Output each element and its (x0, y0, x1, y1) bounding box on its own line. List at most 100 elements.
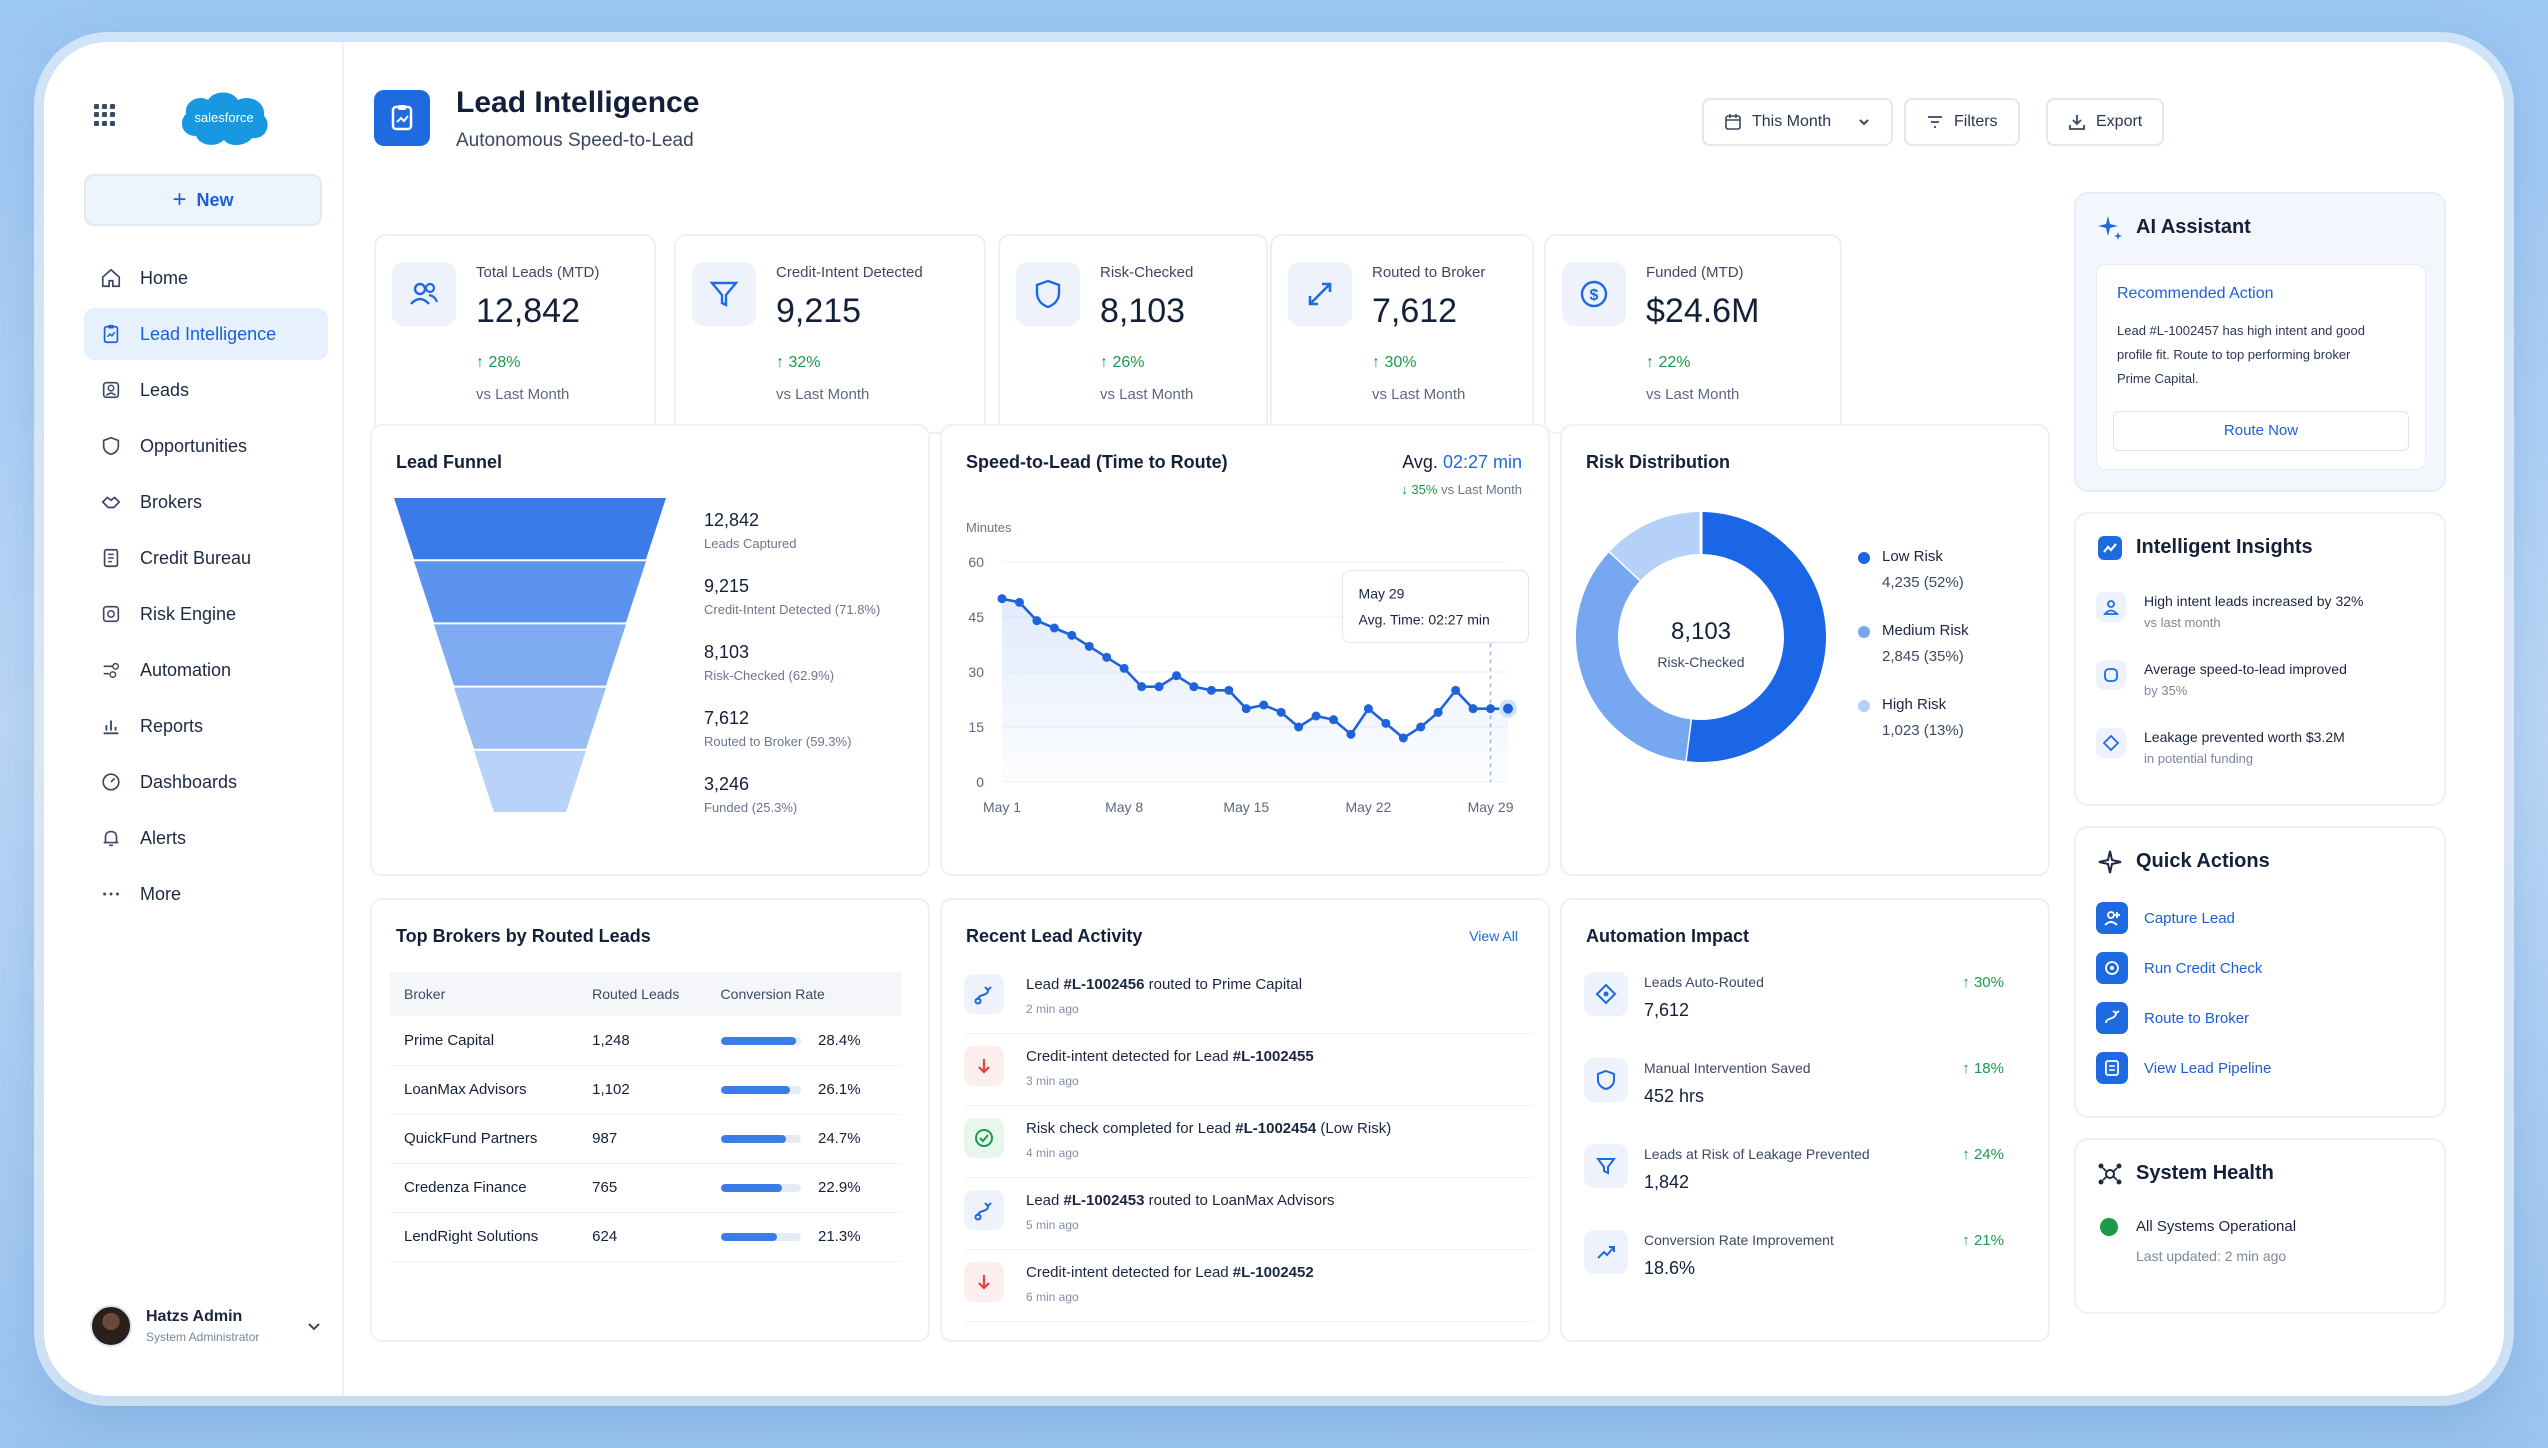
sidebar-item-credit-bureau[interactable]: Credit Bureau (84, 532, 328, 584)
table-row[interactable]: Prime Capital 1,248 28.4% (390, 1016, 902, 1066)
funnel-stage-label: 8,103 Risk-Checked (62.9%) (704, 642, 834, 683)
card-title: AI Assistant (2136, 216, 2251, 238)
data-point[interactable] (1346, 729, 1356, 739)
impact-value: 7,612 (1644, 1000, 1690, 1020)
period-select[interactable]: This Month (1702, 98, 1894, 146)
data-point[interactable] (1499, 699, 1517, 718)
table-row[interactable]: Credenza Finance 765 22.9% (390, 1163, 902, 1213)
data-point[interactable] (1416, 722, 1426, 732)
chart-tooltip (1342, 570, 1530, 644)
kpi-card: Routed to Broker 7,612 ↑ 30% vs Last Mon… (1270, 234, 1534, 434)
arrow-down-icon (964, 1262, 1004, 1302)
data-point[interactable] (1154, 682, 1164, 692)
y-tick-label: 30 (968, 664, 984, 680)
list-item[interactable]: Credit-intent detected for Lead #L-10024… (964, 1252, 1534, 1322)
sidebar-item-dashboards[interactable]: Dashboards (84, 756, 328, 808)
route-now-button[interactable]: Route Now (2113, 411, 2409, 451)
dollar-icon: $ (1562, 262, 1626, 326)
donut-slice[interactable] (1576, 551, 1692, 762)
data-point[interactable] (1311, 711, 1321, 721)
data-point[interactable] (1294, 722, 1304, 732)
dashboard-icon (102, 773, 120, 791)
data-point[interactable] (1119, 663, 1129, 673)
risk-distribution-card: Risk Distribution 8,103 Risk-Checked Low… (1560, 424, 2050, 876)
table-row[interactable]: LendRight Solutions 624 21.3% (390, 1212, 902, 1262)
data-point[interactable] (1381, 718, 1391, 728)
donut-slice[interactable] (1685, 512, 1826, 762)
conversion-rate: 22.9% (706, 1163, 902, 1213)
sidebar-item-more[interactable]: More (84, 868, 328, 920)
chevron-down-icon[interactable] (306, 1318, 322, 1334)
data-point[interactable] (1032, 616, 1042, 626)
new-button[interactable]: + New (84, 174, 322, 226)
health-updated: Last updated: 2 min ago (2136, 1248, 2287, 1264)
kpi-value: 7,612 (1372, 292, 1458, 330)
broker-name: LendRight Solutions (390, 1212, 579, 1262)
sidebar-item-brokers[interactable]: Brokers (84, 476, 328, 528)
data-point[interactable] (1329, 715, 1339, 725)
kpi-change: ↑ 28% (476, 354, 521, 371)
data-point[interactable] (1363, 704, 1373, 714)
kpi-comparison: vs Last Month (476, 386, 570, 403)
trend-up-icon (1584, 1230, 1628, 1274)
sidebar-item-automation[interactable]: Automation (84, 644, 328, 696)
kpi-value: $24.6M (1646, 292, 1760, 330)
sidebar-item-reports[interactable]: Reports (84, 700, 328, 752)
sidebar-item-lead-intelligence[interactable]: Lead Intelligence (84, 308, 328, 360)
data-point[interactable] (997, 594, 1007, 604)
table-row[interactable]: QuickFund Partners 987 24.7% (390, 1114, 902, 1164)
home-icon (101, 268, 121, 288)
impact-item: Leads at Risk of Leakage Prevented 1,842… (1584, 1140, 2004, 1220)
donut-slice[interactable] (1609, 512, 1702, 581)
kpi-card: Credit-Intent Detected 9,215 ↑ 32% vs La… (674, 234, 986, 434)
data-point[interactable] (1102, 652, 1112, 662)
data-point[interactable] (1433, 707, 1443, 717)
view-all-link[interactable]: View All (1469, 928, 1518, 944)
data-point[interactable] (1241, 704, 1251, 714)
data-point[interactable] (1486, 704, 1496, 714)
data-point[interactable] (1451, 685, 1461, 695)
routed-leads: 1,248 (578, 1016, 707, 1066)
shield-icon (1584, 1058, 1628, 1102)
quick-action-view-lead-pipeline[interactable]: View Lead Pipeline (2096, 1050, 2271, 1086)
quick-action-run-credit-check[interactable]: Run Credit Check (2096, 950, 2262, 986)
sidebar-item-risk-engine[interactable]: Risk Engine (84, 588, 328, 640)
data-point[interactable] (1259, 700, 1269, 710)
data-point[interactable] (1084, 641, 1094, 651)
sidebar-item-label: Dashboards (140, 771, 238, 792)
quick-action-capture-lead[interactable]: Capture Lead (2096, 900, 2235, 936)
export-button[interactable]: Export (2046, 98, 2165, 146)
list-item[interactable]: Risk check completed for Lead #L-1002454… (964, 1108, 1534, 1178)
data-point[interactable] (1014, 597, 1024, 607)
sidebar-item-alerts[interactable]: Alerts (84, 812, 328, 864)
data-point[interactable] (1137, 682, 1147, 692)
list-item[interactable]: Lead #L-1002456 routed to Prime Capital … (964, 964, 1534, 1034)
column-header[interactable]: Routed Leads (578, 972, 707, 1016)
filters-button[interactable]: Filters (1904, 98, 2020, 146)
sidebar-item-opportunities[interactable]: Opportunities (84, 420, 328, 472)
data-point[interactable] (1398, 733, 1408, 743)
data-point[interactable] (1276, 707, 1286, 717)
column-header[interactable]: Conversion Rate (706, 972, 902, 1016)
list-item[interactable]: Lead #L-1002453 routed to LoanMax Adviso… (964, 1180, 1534, 1250)
data-point[interactable] (1468, 704, 1478, 714)
sidebar-item-label: More (140, 883, 182, 904)
app-launcher-icon[interactable] (94, 104, 116, 126)
table-row[interactable]: LoanMax Advisors 1,102 26.1% (390, 1065, 902, 1115)
quick-action-route-to-broker[interactable]: Route to Broker (2096, 1000, 2249, 1036)
data-point[interactable] (1189, 682, 1199, 692)
column-header[interactable]: Broker (390, 972, 579, 1016)
data-point[interactable] (1067, 630, 1077, 640)
data-point[interactable] (1171, 671, 1181, 681)
kpi-label: Routed to Broker (1372, 264, 1486, 281)
user-profile[interactable]: Hatzs Admin System Administrator (90, 1300, 322, 1352)
sidebar-item-home[interactable]: Home (84, 252, 328, 304)
data-point[interactable] (1049, 623, 1059, 633)
list-item[interactable]: Credit-intent detected for Lead #L-10024… (964, 1036, 1534, 1106)
conversion-rate: 21.3% (706, 1212, 902, 1262)
sidebar-item-leads[interactable]: Leads (84, 364, 328, 416)
y-tick-label: 15 (968, 719, 984, 735)
data-point[interactable] (1206, 685, 1216, 695)
activity-time: 6 min ago (1026, 1290, 1079, 1304)
data-point[interactable] (1224, 685, 1234, 695)
